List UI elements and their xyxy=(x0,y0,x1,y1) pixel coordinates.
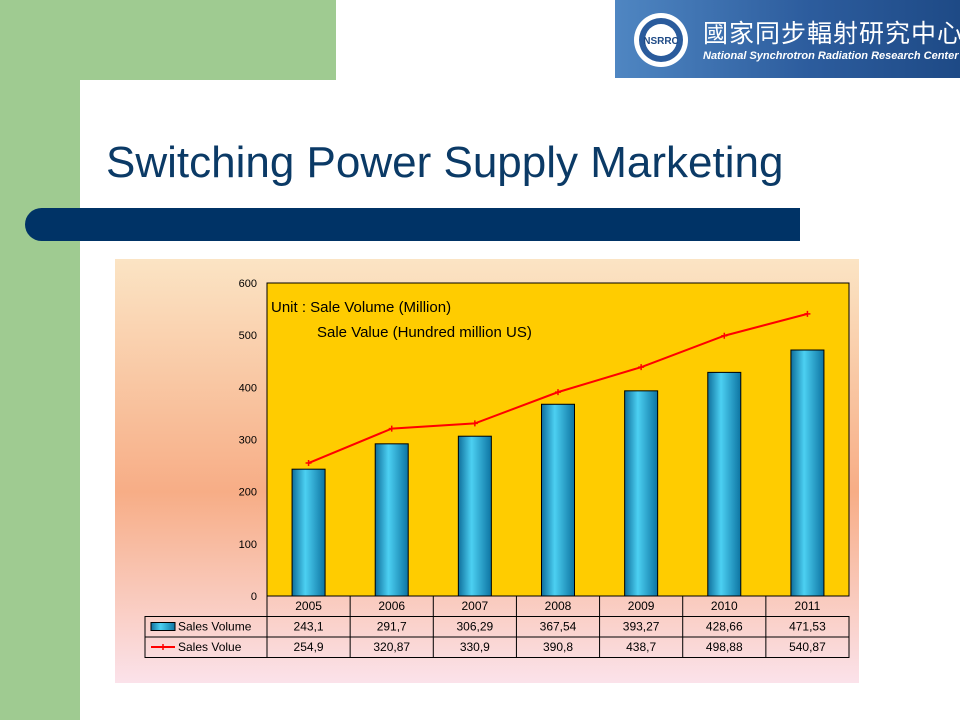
logo-seal-text: NSRRC xyxy=(643,36,679,47)
x-category-label: 2011 xyxy=(795,599,821,613)
x-category-label: 2009 xyxy=(628,599,655,613)
unit-annotation-line1: Unit : Sale Volume (Million) xyxy=(271,299,451,316)
table-cell-sales-volume: 243,1 xyxy=(294,620,324,634)
logo-english-name: National Synchrotron Radiation Research … xyxy=(703,50,959,62)
y-tick-label: 0 xyxy=(251,591,257,603)
logo-chinese-name: 國家同步輻射研究中心 xyxy=(703,19,960,48)
bar-sales-volume xyxy=(457,435,492,597)
table-cell-sales-value: 390,8 xyxy=(543,640,573,654)
table-cell-sales-value: 254,9 xyxy=(294,640,324,654)
chart-area: Unit : Sale Volume (Million) Sale Value … xyxy=(115,259,859,683)
green-top-block xyxy=(0,0,336,80)
unit-annotation-line2: Sale Value (Hundred million US) xyxy=(317,324,532,341)
x-category-label: 2008 xyxy=(545,599,572,613)
table-cell-sales-value: 330,9 xyxy=(460,640,490,654)
sales-chart: Unit : Sale Volume (Million) Sale Value … xyxy=(115,259,859,683)
green-side-strip xyxy=(0,0,80,720)
legend-label-sales-value: Sales Volue xyxy=(178,640,242,654)
table-cell-sales-value: 320,87 xyxy=(373,640,410,654)
x-category-label: 2006 xyxy=(378,599,405,613)
sales-value-point xyxy=(804,310,811,317)
y-tick-label: 400 xyxy=(239,382,257,394)
legend-label-sales-volume: Sales Volume xyxy=(178,620,252,634)
x-category-label: 2010 xyxy=(711,599,738,613)
table-cell-sales-volume: 291,7 xyxy=(377,620,407,634)
table-cell-sales-value: 540,87 xyxy=(789,640,826,654)
bar-sales-volume xyxy=(790,349,825,597)
x-category-label: 2005 xyxy=(295,599,322,613)
x-category-label: 2007 xyxy=(462,599,489,613)
sales-value-point xyxy=(471,420,478,427)
nsrrc-logo: NSRRC 國家同步輻射研究中心 National Synchrotron Ra… xyxy=(615,0,960,78)
sales-value-point xyxy=(555,389,561,396)
nsrrc-seal-icon: NSRRC xyxy=(634,13,688,67)
table-cell-sales-value: 438,7 xyxy=(626,640,656,654)
page-title: Switching Power Supply Marketing xyxy=(106,138,784,187)
table-cell-sales-volume: 306,29 xyxy=(457,620,494,634)
table-cell-sales-value: 498,88 xyxy=(706,640,743,654)
bar-sales-volume xyxy=(374,443,409,597)
sales-value-point xyxy=(638,364,645,371)
y-tick-label: 500 xyxy=(239,330,257,342)
y-tick-label: 100 xyxy=(239,539,257,551)
sales-value-point xyxy=(305,460,312,467)
y-tick-label: 600 xyxy=(239,278,257,290)
bar-sales-volume xyxy=(624,390,659,597)
table-cell-sales-volume: 428,66 xyxy=(706,620,743,634)
bar-sales-volume xyxy=(291,468,326,597)
table-cell-sales-volume: 367,54 xyxy=(540,620,577,634)
bar-sales-volume xyxy=(541,403,575,597)
sales-value-point xyxy=(388,425,395,432)
bar-sales-volume xyxy=(707,371,742,597)
y-tick-label: 200 xyxy=(239,487,257,499)
sales-value-point xyxy=(721,332,728,339)
table-cell-sales-volume: 471,53 xyxy=(789,620,826,634)
table-cell-sales-volume: 393,27 xyxy=(623,620,660,634)
y-tick-label: 300 xyxy=(239,435,257,447)
legend-key-sales-volume xyxy=(150,622,176,631)
title-underline-bar xyxy=(25,208,800,241)
